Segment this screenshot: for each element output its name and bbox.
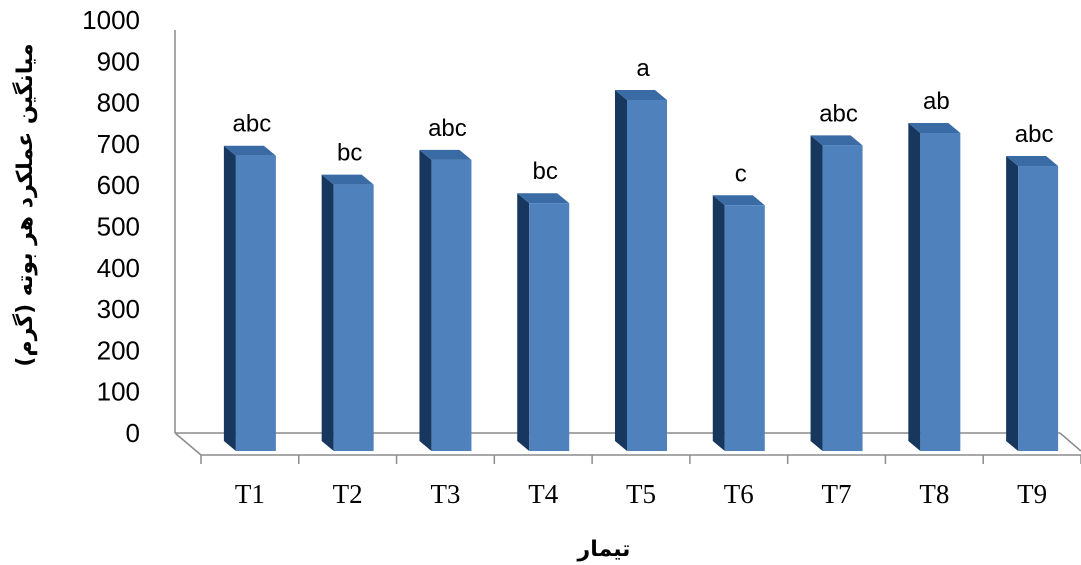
x-tick-label: T5 [626, 479, 656, 509]
data-label: bc [337, 140, 362, 167]
bar-top [908, 122, 961, 133]
x-tick-label: T2 [333, 479, 363, 509]
x-tick-label: T7 [822, 479, 852, 509]
data-label: abc [819, 100, 858, 127]
bar-side [419, 149, 432, 451]
y-tick-label: 0 [126, 418, 140, 448]
bar [724, 205, 765, 451]
bar-side [517, 193, 530, 451]
bar-top [223, 145, 276, 156]
x-tick-label: T9 [1017, 479, 1047, 509]
data-label: bc [533, 158, 558, 185]
floor-right-edge [1059, 432, 1081, 452]
data-label: a [636, 55, 650, 82]
y-tick-label: 600 [97, 170, 140, 200]
y-tick-label: 700 [97, 129, 140, 159]
bar [529, 203, 570, 451]
bar-top [615, 89, 667, 100]
x-tick-label: T6 [724, 479, 754, 509]
bar [822, 145, 863, 451]
bar-top [712, 195, 765, 206]
bar [235, 155, 276, 451]
bar-side [810, 135, 823, 451]
data-label: ab [923, 88, 950, 115]
bar-top [321, 174, 374, 185]
bar-side [223, 145, 236, 451]
bar-side [321, 174, 334, 452]
x-tick-label: T1 [235, 479, 265, 509]
floor-left-edge [174, 432, 202, 456]
chart-bars [223, 89, 1059, 452]
bar-top [1006, 156, 1059, 167]
y-tick-label: 400 [97, 253, 140, 283]
bar [431, 159, 472, 451]
y-tick-label: 500 [97, 212, 140, 242]
bar [627, 99, 667, 451]
x-tick-label: T8 [919, 479, 949, 509]
y-tick-label: 900 [97, 46, 140, 76]
y-axis-title: میانگین عملکرد هر بوته (گرم) [11, 43, 38, 366]
y-tick-label: 800 [97, 88, 140, 118]
data-label: c [735, 160, 747, 187]
data-label: abc [428, 115, 467, 142]
chart-axes: 0 100 200 300 400 500 600 700 800 900 1000 [82, 5, 1081, 464]
bar-side [615, 89, 627, 451]
bar [1018, 166, 1059, 451]
y-tick-label: 100 [97, 377, 140, 407]
bar-side [908, 122, 921, 452]
x-axis-title: تیمار [577, 537, 631, 562]
data-label: abc [233, 111, 272, 138]
y-tick-label: 200 [97, 335, 140, 365]
chart-labels: abc T1 bc T2 abc T3 bc T4 a T5 c T6 abc T7 ab T8 abc T9 [233, 55, 1054, 509]
bar-side [1006, 156, 1019, 451]
bar-top [517, 193, 570, 204]
x-tick-label: T4 [528, 479, 558, 509]
bar-side [712, 195, 725, 451]
y-tick-label: 1000 [82, 5, 140, 35]
x-tick-label: T3 [430, 479, 460, 509]
bar-top [810, 135, 863, 146]
bar [333, 184, 374, 452]
y-tick-label: 300 [97, 294, 140, 324]
bar [920, 132, 961, 452]
data-label: abc [1015, 121, 1054, 148]
bar-top [419, 149, 472, 160]
